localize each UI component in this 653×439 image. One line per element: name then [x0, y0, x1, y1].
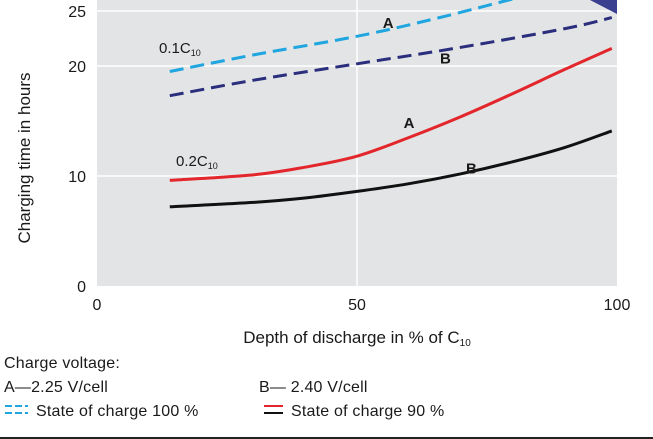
series-label: B [466, 160, 477, 177]
bottom-rule [0, 437, 653, 439]
x-tick-label: 0 [93, 297, 102, 314]
y-tick-label: 10 [68, 169, 86, 186]
legend-soc100-item: State of charge 100 % [4, 400, 199, 424]
legend-soc100-label: State of charge 100 % [36, 403, 199, 420]
series-line-a-01c10 [169, 0, 514, 73]
x-axis-label: Depth of discharge in % of C10 [243, 328, 471, 349]
chart: A B A B 0.1C10 0.2C10 0 10 20 25 0 50 100 Depth of di… [15, 0, 631, 349]
y-tick-label: 20 [68, 59, 86, 76]
legend-voltage-a: A—2.25 V/cell [4, 379, 108, 396]
curve-label-0.2c10: 0.2C10 [176, 153, 218, 171]
x-tick-label: 100 [604, 297, 631, 314]
legend-title: Charge voltage: [4, 355, 120, 372]
legend-voltage-b: B— 2.40 V/cell [259, 379, 368, 396]
series-label: B [440, 50, 451, 67]
legend-soc90-item: State of charge 90 % [263, 400, 444, 424]
y-tick-label: 25 [68, 4, 86, 21]
series-label: A [404, 115, 415, 132]
legend-soc90-label: State of charge 90 % [291, 403, 445, 420]
curve-label-0.1c10: 0.1C10 [159, 40, 201, 58]
series-label: A [383, 15, 394, 32]
solid-line-icon [264, 405, 283, 414]
corner-arrow-icon [590, 0, 617, 14]
y-tick-label: 0 [77, 279, 86, 296]
y-axis-label: Charging time in hours [15, 72, 34, 243]
x-tick-label: 50 [348, 297, 366, 314]
series-line-b-02c10 [169, 129, 613, 209]
dashed-line-icon [5, 405, 28, 414]
series-line-b-01c10 [169, 16, 613, 98]
series-line-a-02c10 [169, 47, 613, 182]
